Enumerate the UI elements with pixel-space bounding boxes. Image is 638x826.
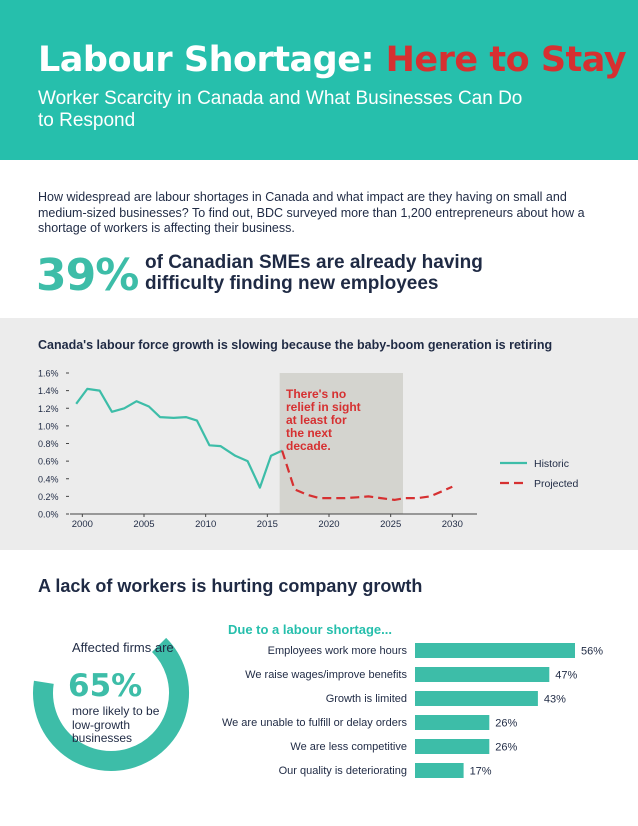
chart-annotation: There's no relief in sight at least for the… xyxy=(286,387,361,453)
bar-category-label: Growth is limited xyxy=(326,693,407,705)
bar-category-label: We are unable to fulfill or delay orders xyxy=(222,717,408,729)
section-title-growth: A lack of workers is hurting company gro… xyxy=(38,576,423,596)
bar xyxy=(415,715,490,730)
bar xyxy=(415,667,550,682)
x-tick-label: 2020 xyxy=(318,519,339,530)
x-tick-label: 2000 xyxy=(72,519,93,530)
headline-stat-text: of Canadian SMEs are already having diff… xyxy=(145,252,483,294)
donut-arc-65 xyxy=(33,637,189,771)
labour-shortage-bar-chart: Employees work more hours 56% We raise wag… xyxy=(222,643,603,778)
bar-category-label: Employees work more hours xyxy=(268,645,408,657)
donut-chart xyxy=(33,615,189,771)
y-tick-label: 0.8% xyxy=(38,439,59,449)
annotation-line: decade. xyxy=(286,439,331,453)
legend-label-projected: Projected xyxy=(534,478,579,490)
y-tick-label: 1.4% xyxy=(38,386,59,396)
bar-value-label: 26% xyxy=(495,718,517,730)
highlight-projection-period xyxy=(279,373,403,514)
bar-chart-title: Due to a labour shortage... xyxy=(228,622,392,637)
x-tick-label: 2015 xyxy=(257,519,278,530)
x-tick-label: 2025 xyxy=(380,519,401,530)
y-tick-label: 1.0% xyxy=(38,421,59,431)
header-banner: Labour Shortage: Here to Stay Worker Sca… xyxy=(0,0,638,160)
annotation-line: at least for xyxy=(286,413,347,427)
annotation-line: relief in sight xyxy=(286,400,361,414)
bar xyxy=(415,643,575,658)
legend-label-historic: Historic xyxy=(534,458,569,470)
page-title: Labour Shortage: Here to Stay xyxy=(38,40,627,80)
annotation-line: There's no xyxy=(286,387,346,401)
bar-category-label: We raise wages/improve benefits xyxy=(245,669,407,681)
title-accent: Here to Stay xyxy=(385,40,627,80)
y-tick-label: 1.6% xyxy=(38,369,59,379)
line-chart-title: Canada's labour force growth is slowing … xyxy=(38,338,553,352)
page-subtitle: Worker Scarcity in Canada and What Busin… xyxy=(38,88,523,131)
bar-category-label: We are less competitive xyxy=(290,741,407,753)
bar-value-label: 26% xyxy=(495,742,517,754)
y-tick-label: 0.4% xyxy=(38,474,59,484)
donut-value: 65% xyxy=(68,668,143,704)
intro-paragraph: How widespread are labour shortages in C… xyxy=(38,190,585,235)
bar-value-label: 47% xyxy=(555,670,577,682)
bar-value-label: 43% xyxy=(544,694,566,706)
y-tick-label: 1.2% xyxy=(38,404,59,414)
headline-stat-value: 39% xyxy=(36,250,139,301)
x-tick-label: 2030 xyxy=(442,519,463,530)
bar xyxy=(415,763,464,778)
y-tick-label: 0.6% xyxy=(38,457,59,467)
series-line-historic xyxy=(75,387,283,489)
y-tick-label: 0.2% xyxy=(38,492,59,502)
bar xyxy=(415,691,538,706)
y-tick-label: 0.0% xyxy=(38,510,59,520)
bar xyxy=(415,739,490,754)
series-line-projected xyxy=(281,450,453,501)
x-tick-label: 2010 xyxy=(195,519,216,530)
labour-force-line-chart: 0.0% 0.2% 0.4% 0.6% 0.8% 1.0% 1.2% 1.4% 1.6% 2000… xyxy=(38,369,579,531)
donut-description: more likely to be low-growth businesses xyxy=(72,704,160,745)
bar-value-label: 17% xyxy=(470,766,492,778)
bar-value-label: 56% xyxy=(581,646,603,658)
title-main: Labour Shortage: xyxy=(38,40,386,80)
x-tick-label: 2005 xyxy=(133,519,154,530)
donut-affected-label: Affected firms are xyxy=(72,640,174,655)
annotation-line: the next xyxy=(286,426,332,440)
bar-category-label: Our quality is deteriorating xyxy=(279,765,407,777)
